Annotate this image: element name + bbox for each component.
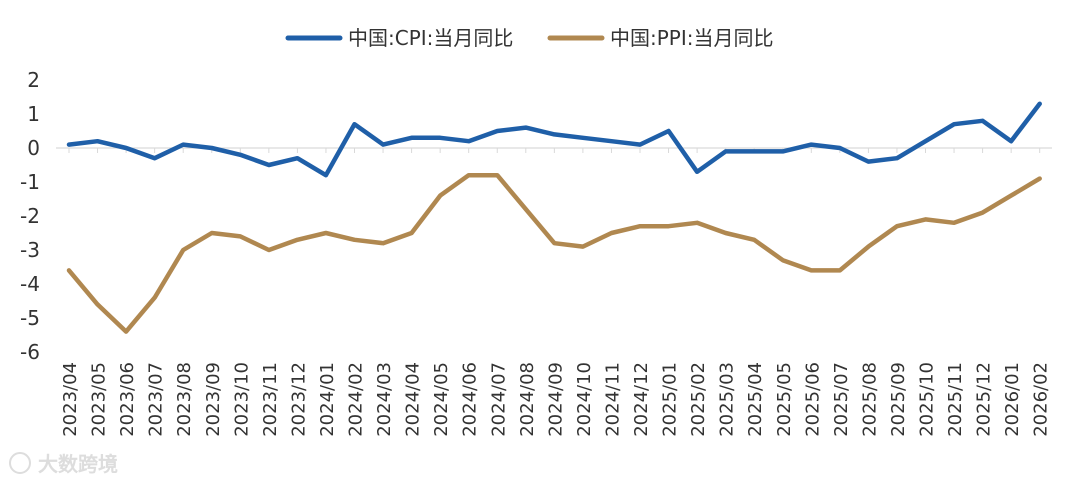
legend-label: 中国:CPI:当月同比 bbox=[348, 26, 513, 50]
x-tick-label: 2025/10 bbox=[917, 362, 938, 437]
watermark-text: 大数跨境 bbox=[38, 452, 118, 476]
x-tick-label: 2023/07 bbox=[146, 362, 167, 437]
x-tick-label: 2023/09 bbox=[203, 362, 224, 437]
x-tick-label: 2024/04 bbox=[403, 362, 424, 437]
x-axis: 2023/04 2023/05 2023/06 2023/07 2023/08 2023/… bbox=[56, 147, 1052, 437]
x-tick-label: 2023/05 bbox=[89, 362, 110, 437]
x-tick-label: 2026/01 bbox=[1002, 362, 1023, 437]
x-tick-label: 2023/08 bbox=[174, 362, 195, 437]
ppi-series-line bbox=[66, 172, 1042, 334]
x-tick-label: 2026/02 bbox=[1031, 362, 1052, 437]
x-tick-label: 2024/10 bbox=[574, 362, 595, 437]
x-tick-label: 2025/07 bbox=[831, 362, 852, 437]
x-tick-label: 2024/07 bbox=[488, 362, 509, 437]
cpi-series-line bbox=[66, 101, 1042, 178]
legend: 中国:CPI:当月同比 中国:PPI:当月同比 bbox=[285, 26, 774, 50]
y-tick-label: -2 bbox=[20, 204, 40, 228]
y-tick-label: -5 bbox=[20, 306, 40, 330]
x-tick-label: 2023/06 bbox=[117, 362, 138, 437]
x-tick-label: 2025/05 bbox=[774, 362, 795, 437]
y-tick-label: -3 bbox=[20, 238, 40, 262]
x-tick-label: 2024/02 bbox=[346, 362, 367, 437]
y-tick-label: -1 bbox=[20, 170, 40, 194]
x-tick-label: 2025/01 bbox=[660, 362, 681, 437]
x-tick-label: 2025/12 bbox=[974, 362, 995, 437]
y-tick-label: -4 bbox=[20, 272, 40, 296]
x-tick-label: 2025/09 bbox=[888, 362, 909, 437]
x-tick-label: 2024/08 bbox=[517, 362, 538, 437]
y-tick-label: 1 bbox=[27, 102, 40, 126]
x-tick-label: 2024/01 bbox=[317, 362, 338, 437]
x-tick-label: 2024/06 bbox=[460, 362, 481, 437]
x-tick-label: 2025/02 bbox=[688, 362, 709, 437]
x-tick-label: 2024/09 bbox=[545, 362, 566, 437]
x-tick-label: 2024/03 bbox=[374, 362, 395, 437]
y-axis: 2 1 0 -1 -2 -3 -4 -5 -6 bbox=[20, 68, 40, 364]
x-tick-label: 2024/11 bbox=[602, 362, 623, 437]
x-tick-label: 2025/03 bbox=[717, 362, 738, 437]
x-tick-label: 2023/10 bbox=[231, 362, 252, 437]
x-tick-label: 2023/12 bbox=[288, 362, 309, 437]
x-tick-label: 2025/06 bbox=[802, 362, 823, 437]
y-tick-label: 0 bbox=[27, 136, 40, 160]
x-tick-label: 2025/04 bbox=[745, 362, 766, 437]
watermark: 大数跨境 bbox=[9, 452, 118, 476]
x-tick-label: 2023/11 bbox=[260, 362, 281, 437]
y-tick-label: -6 bbox=[20, 340, 40, 364]
watermark-logo-icon bbox=[9, 452, 31, 474]
x-tick-label: 2024/05 bbox=[431, 362, 452, 437]
legend-label: 中国:PPI:当月同比 bbox=[610, 26, 774, 50]
x-tick-label: 2023/04 bbox=[60, 362, 81, 437]
plot-area bbox=[66, 101, 1042, 334]
x-tick-label: 2024/12 bbox=[631, 362, 652, 437]
x-tick-label: 2025/08 bbox=[859, 362, 880, 437]
y-tick-label: 2 bbox=[27, 68, 40, 92]
x-tick-label: 2025/11 bbox=[945, 362, 966, 437]
